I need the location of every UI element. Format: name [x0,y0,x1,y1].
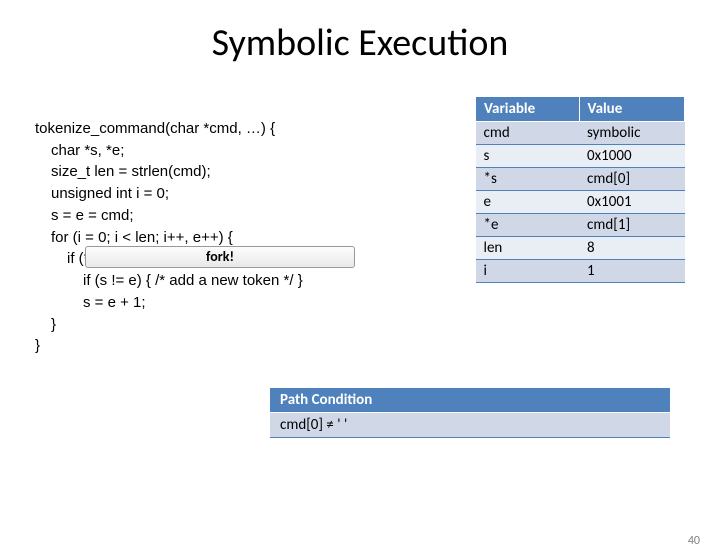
code-line: unsigned int i = 0; [35,183,455,205]
code-line: size_t len = strlen(cmd); [35,161,455,183]
code-line: } [35,337,40,354]
code-block: tokenize_command(char *cmd, …) { char *s… [35,96,455,379]
table-row: len8 [476,237,685,260]
code-line: if (s != e) { /* add a new token */ } [35,270,455,292]
code-line: } [35,314,455,336]
table-row: i1 [476,260,685,283]
cell: *s [476,168,580,191]
cell: cmd[1] [579,214,684,237]
cell: len [476,237,580,260]
table-row: *ecmd[1] [476,214,685,237]
code-line: tokenize_command(char *cmd, …) { [35,120,275,137]
cell: *e [476,214,580,237]
path-condition-header: Path Condition [270,388,670,412]
content-area: tokenize_command(char *cmd, …) { char *s… [0,96,720,379]
cell: cmd[0] [579,168,684,191]
table-row: cmdsymbolic [476,122,685,145]
table-row: e0x1001 [476,191,685,214]
var-header-variable: Variable [476,97,580,122]
fork-callout: fork! [85,246,355,268]
cell: symbolic [579,122,684,145]
table-row: *scmd[0] [476,168,685,191]
cell: 8 [579,237,684,260]
cell: 1 [579,260,684,283]
code-line: s = e + 1; [35,292,455,314]
var-header-value: Value [579,97,684,122]
cell: s [476,145,580,168]
code-line: char *s, *e; [35,140,455,162]
cell: 0x1001 [579,191,684,214]
cell: i [476,260,580,283]
cell: e [476,191,580,214]
path-condition-panel: Path Condition cmd[0] ≠ ' ' [270,388,670,438]
path-condition-row: cmd[0] ≠ ' ' [270,412,670,438]
code-line: s = e = cmd; [35,205,455,227]
variable-panel: Variable Value cmdsymbolic s0x1000 *scmd… [475,96,685,379]
slide-title: Symbolic Execution [0,20,720,66]
slide-number: 40 [688,534,700,548]
table-row: s0x1000 [476,145,685,168]
code-line: for (i = 0; i < len; i++, e++) { [35,227,455,249]
cell: 0x1000 [579,145,684,168]
variable-table: Variable Value cmdsymbolic s0x1000 *scmd… [475,96,685,283]
cell: cmd [476,122,580,145]
code-line-fork: if (*e == ' ') {fork! [35,248,455,270]
